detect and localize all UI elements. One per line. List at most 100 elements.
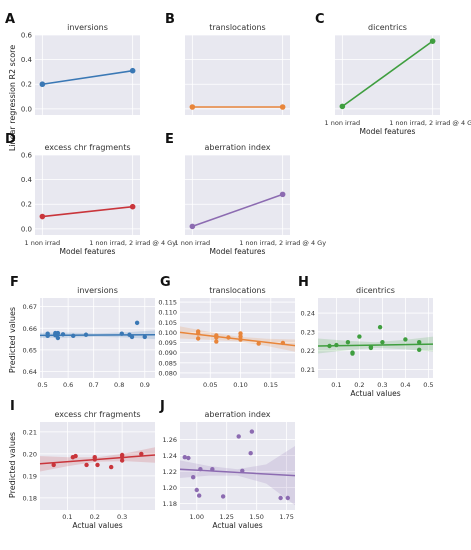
data-point [119,455,125,460]
x-tick-label: 0.3 [117,513,127,521]
data-point [417,347,422,352]
confidence-band [180,446,295,506]
y-tick-label: 0.64 [23,368,37,376]
panel-title: aberration index [205,143,271,152]
data-point [189,223,196,230]
y-tick-label: 0.21 [301,366,315,374]
x-tick-label: 1 non irrad, 2 irrad @ 4 Gy [89,239,176,247]
y-tick-label: 0.6 [21,152,33,160]
x-tick-label: 1.00 [190,513,204,521]
x-tick-label: 0.10 [233,381,247,389]
data-point [238,337,243,342]
series-line [192,193,283,228]
y-tick-label: 1.20 [163,484,177,492]
data-point [198,467,203,472]
y-tick-label: 1.18 [163,500,177,508]
regression-line [39,334,156,337]
y-tick-label: 0.20 [23,450,37,458]
panel-letter-h: H [298,275,309,290]
panel-letter-j: J [159,399,165,414]
panel-title: dicentrics [368,23,407,32]
data-point [278,495,283,501]
y-tick-label: 0.18 [23,494,37,502]
data-point [350,351,355,356]
panel-title: inversions [67,23,108,32]
y-tick-label: 0.21 [23,428,37,436]
x-tick-label: 1 non irrad [325,119,361,127]
y-tick-label: 0.4 [21,176,33,184]
x-tick-label: 1 non irrad, 2 irrad @ 4 Gy [389,119,471,127]
data-point [236,434,241,439]
panel-title: translocations [209,23,265,32]
plot-area [185,155,290,235]
panel-title: excess chr fragments [44,143,130,152]
y-tick-label: 0.65 [23,346,37,354]
data-point [248,451,253,456]
x-tick-label: 0.5 [423,381,433,389]
x-axis-label: Actual values [212,521,262,530]
panel-letter-g: G [160,275,171,290]
data-point [55,335,61,341]
data-point [108,464,114,470]
plot-area [35,35,140,115]
y-tick-label: 0.095 [158,339,177,347]
panel-letter-f: F [10,275,19,290]
data-point [280,340,286,346]
x-tick-label: 0.3 [377,381,387,389]
data-point [39,213,46,220]
data-point [285,495,291,501]
y-tick-label: 0.24 [301,310,315,318]
data-point [334,342,339,348]
data-point [220,494,226,499]
x-tick-label: 0.2 [354,381,364,389]
data-point [417,340,422,345]
y-tick-label: 0.080 [158,369,177,377]
data-point [129,203,136,210]
x-tick-label: 0.8 [114,381,124,389]
y-tick-label: 0.085 [158,359,177,367]
y-tick-label: 0.19 [23,472,37,480]
y-tick-label: 0.23 [301,328,315,336]
data-point [214,339,219,344]
y-tick-label: 0.66 [23,325,37,333]
x-axis-label: Model features [210,247,266,256]
plot-area [35,155,140,235]
y-tick-label: 0.22 [301,347,315,355]
y-tick-label: 0.6 [21,32,33,40]
x-tick-label: 0.4 [400,381,410,389]
series-line [341,40,434,108]
data-point [84,462,89,468]
data-point [71,333,76,339]
x-tick-label: 0.7 [88,381,98,389]
y-tick-label: 1.24 [163,452,177,460]
x-tick-label: 1.75 [279,513,293,521]
y-tick-label: 0.105 [158,319,177,327]
data-point [339,103,346,110]
series-line [42,69,133,86]
panel-title: inversions [77,286,118,295]
data-point [238,334,243,339]
x-tick-label: 0.6 [63,381,73,389]
data-point [357,334,362,339]
data-point [249,429,255,434]
data-point [95,462,100,468]
x-tick-label: 1 non irrad [25,239,61,247]
x-tick-label: 0.9 [140,381,150,389]
panel-g: Gtranslocations0.0800.0850.0900.0950.100… [158,275,296,389]
panel-title: dicentrics [356,286,395,295]
data-point [119,331,124,336]
data-point [196,493,202,498]
data-point [377,324,383,330]
y-tick-label: 0.4 [21,56,33,64]
plot-area [185,35,290,115]
panel-letter-e: E [165,132,174,147]
regression-line [39,454,156,465]
x-tick-label: 0.1 [331,381,341,389]
